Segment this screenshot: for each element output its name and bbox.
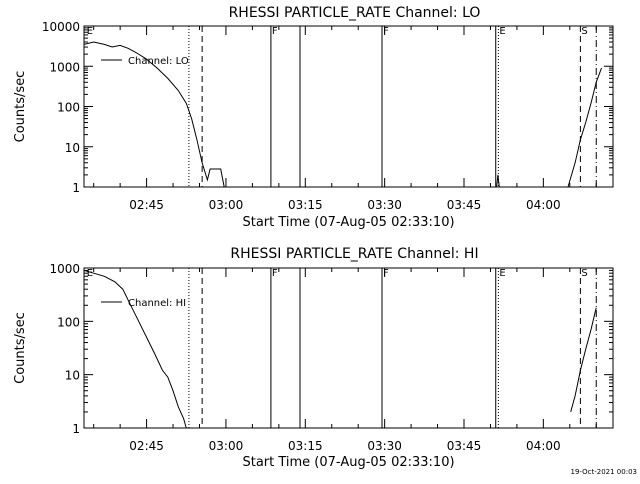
y-tick-label: 10 bbox=[65, 369, 80, 383]
y-tick-label: 100 bbox=[57, 101, 80, 115]
y-axis-label: Counts/sec bbox=[13, 71, 28, 143]
chart-title: RHESSI PARTICLE_RATE Channel: LO bbox=[229, 5, 481, 21]
x-tick-label: 03:15 bbox=[288, 198, 323, 212]
x-tick-label: 03:30 bbox=[367, 439, 402, 453]
lo-channel-panel: RHESSI PARTICLE_RATE Channel: LO Counts/s… bbox=[13, 5, 614, 230]
series-line-segment bbox=[570, 307, 597, 413]
marker-label: F bbox=[272, 26, 278, 37]
marker-label: F bbox=[272, 268, 278, 279]
x-tick-label: 03:00 bbox=[209, 439, 244, 453]
x-axis-label: Start Time (07-Aug-05 02:33:10) bbox=[242, 215, 454, 230]
marker-label: F bbox=[383, 268, 389, 279]
series-line-segment bbox=[496, 174, 500, 188]
legend-label: Channel: LO bbox=[128, 56, 189, 67]
chart-title: RHESSI PARTICLE_RATE Channel: HI bbox=[230, 246, 478, 262]
marker-label: F bbox=[383, 26, 389, 37]
x-tick-label: 04:00 bbox=[526, 439, 561, 453]
y-tick-label: 10 bbox=[65, 141, 80, 155]
hi-channel-panel: RHESSI PARTICLE_RATE Channel: HI Counts/s… bbox=[13, 246, 614, 470]
marker-label: E bbox=[87, 268, 93, 279]
marker-label: E bbox=[499, 26, 505, 37]
x-tick-label: 04:00 bbox=[526, 198, 561, 212]
y-tick-label: 1 bbox=[72, 181, 80, 195]
plot-frame bbox=[83, 25, 614, 188]
marker-label: S bbox=[581, 268, 587, 279]
x-tick-label: 03:15 bbox=[288, 439, 323, 453]
series-line-segment bbox=[83, 269, 187, 429]
y-tick-label: 1000 bbox=[49, 262, 80, 276]
y-tick-label: 1 bbox=[72, 422, 80, 436]
x-tick-label: 03:00 bbox=[209, 198, 244, 212]
y-tick-label: 10000 bbox=[42, 20, 80, 34]
plot-frame bbox=[83, 267, 614, 429]
marker-label: E bbox=[87, 26, 93, 37]
marker-label: E bbox=[499, 268, 505, 279]
y-tick-label: 100 bbox=[57, 315, 80, 329]
x-tick-label: 03:45 bbox=[447, 198, 482, 212]
y-tick-label: 1000 bbox=[49, 60, 80, 74]
x-tick-label: 03:30 bbox=[367, 198, 402, 212]
y-axis-label: Counts/sec bbox=[13, 312, 28, 384]
series-line-segment bbox=[567, 67, 602, 188]
series-line-segment bbox=[83, 41, 225, 188]
x-tick-label: 03:45 bbox=[447, 439, 482, 453]
generation-timestamp: 19-Oct-2021 00:03 bbox=[571, 468, 637, 476]
x-tick-label: 02:45 bbox=[129, 198, 164, 212]
marker-label: S bbox=[581, 26, 587, 37]
legend-label: Channel: HI bbox=[128, 298, 186, 309]
x-axis-label: Start Time (07-Aug-05 02:33:10) bbox=[242, 455, 454, 470]
x-tick-label: 02:45 bbox=[129, 439, 164, 453]
